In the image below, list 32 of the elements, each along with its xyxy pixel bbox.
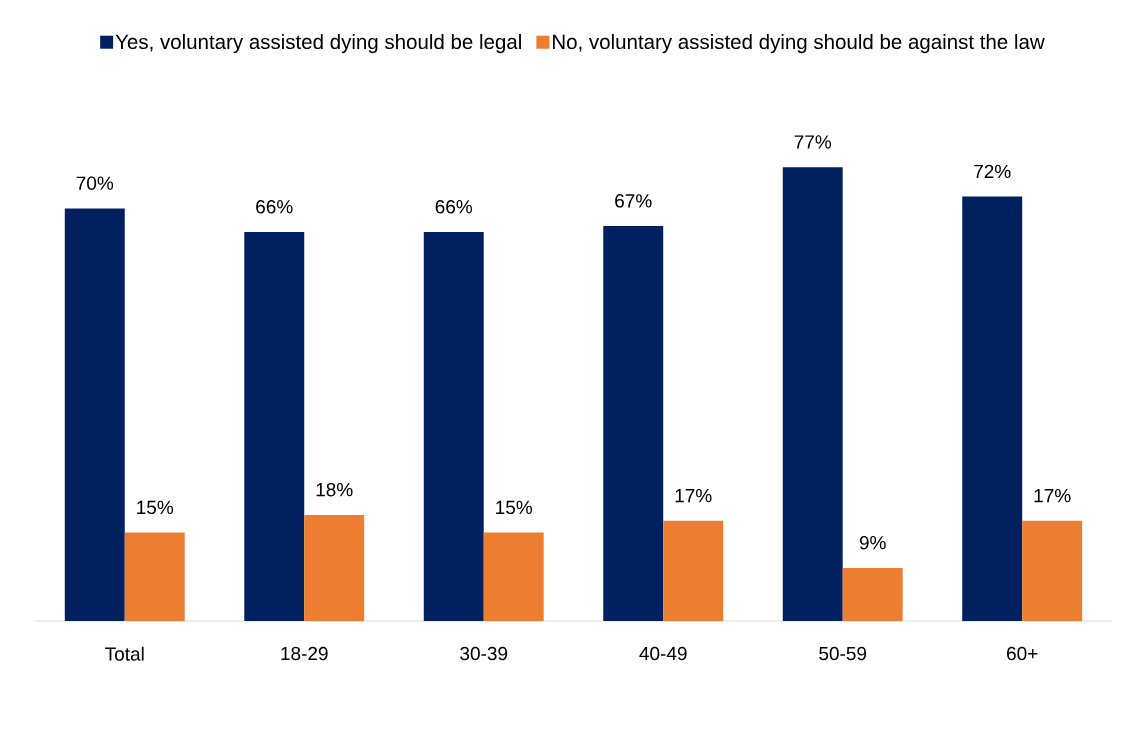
x-tick-label: 50-59 (819, 646, 867, 661)
data-label: 77% (794, 135, 832, 149)
bar (842, 567, 903, 621)
bar (124, 532, 185, 621)
data-label: 15% (496, 500, 533, 515)
data-label: 17% (675, 488, 712, 503)
data-label: 67% (615, 194, 652, 208)
bar (962, 196, 1023, 621)
bar (64, 208, 125, 621)
legend-label: No, voluntary assisted dying should be against the law (553, 34, 1045, 54)
bar (244, 231, 305, 621)
x-tick-label: Total (105, 646, 144, 661)
data-label: 15% (137, 500, 174, 515)
x-tick-label: 40-49 (639, 646, 687, 661)
data-label: 18% (316, 482, 353, 497)
bar (603, 226, 664, 621)
data-label: 17% (1034, 488, 1071, 503)
data-label: 70% (76, 176, 114, 190)
data-label: 66% (256, 200, 293, 214)
data-label: 9% (859, 535, 886, 550)
data-label: 72% (974, 164, 1011, 179)
bar (1022, 520, 1083, 621)
x-tick-label: 30-39 (460, 646, 508, 661)
bar (304, 514, 365, 621)
x-tick-label: 18-29 (281, 646, 328, 661)
data-label: 66% (435, 200, 473, 214)
bar (663, 520, 724, 621)
bar (782, 167, 843, 621)
bar (483, 532, 544, 621)
x-tick-label: 60+ (1007, 646, 1038, 661)
bar (423, 231, 484, 621)
legend-label: Yes, voluntary assisted dying should be legal (115, 34, 521, 54)
